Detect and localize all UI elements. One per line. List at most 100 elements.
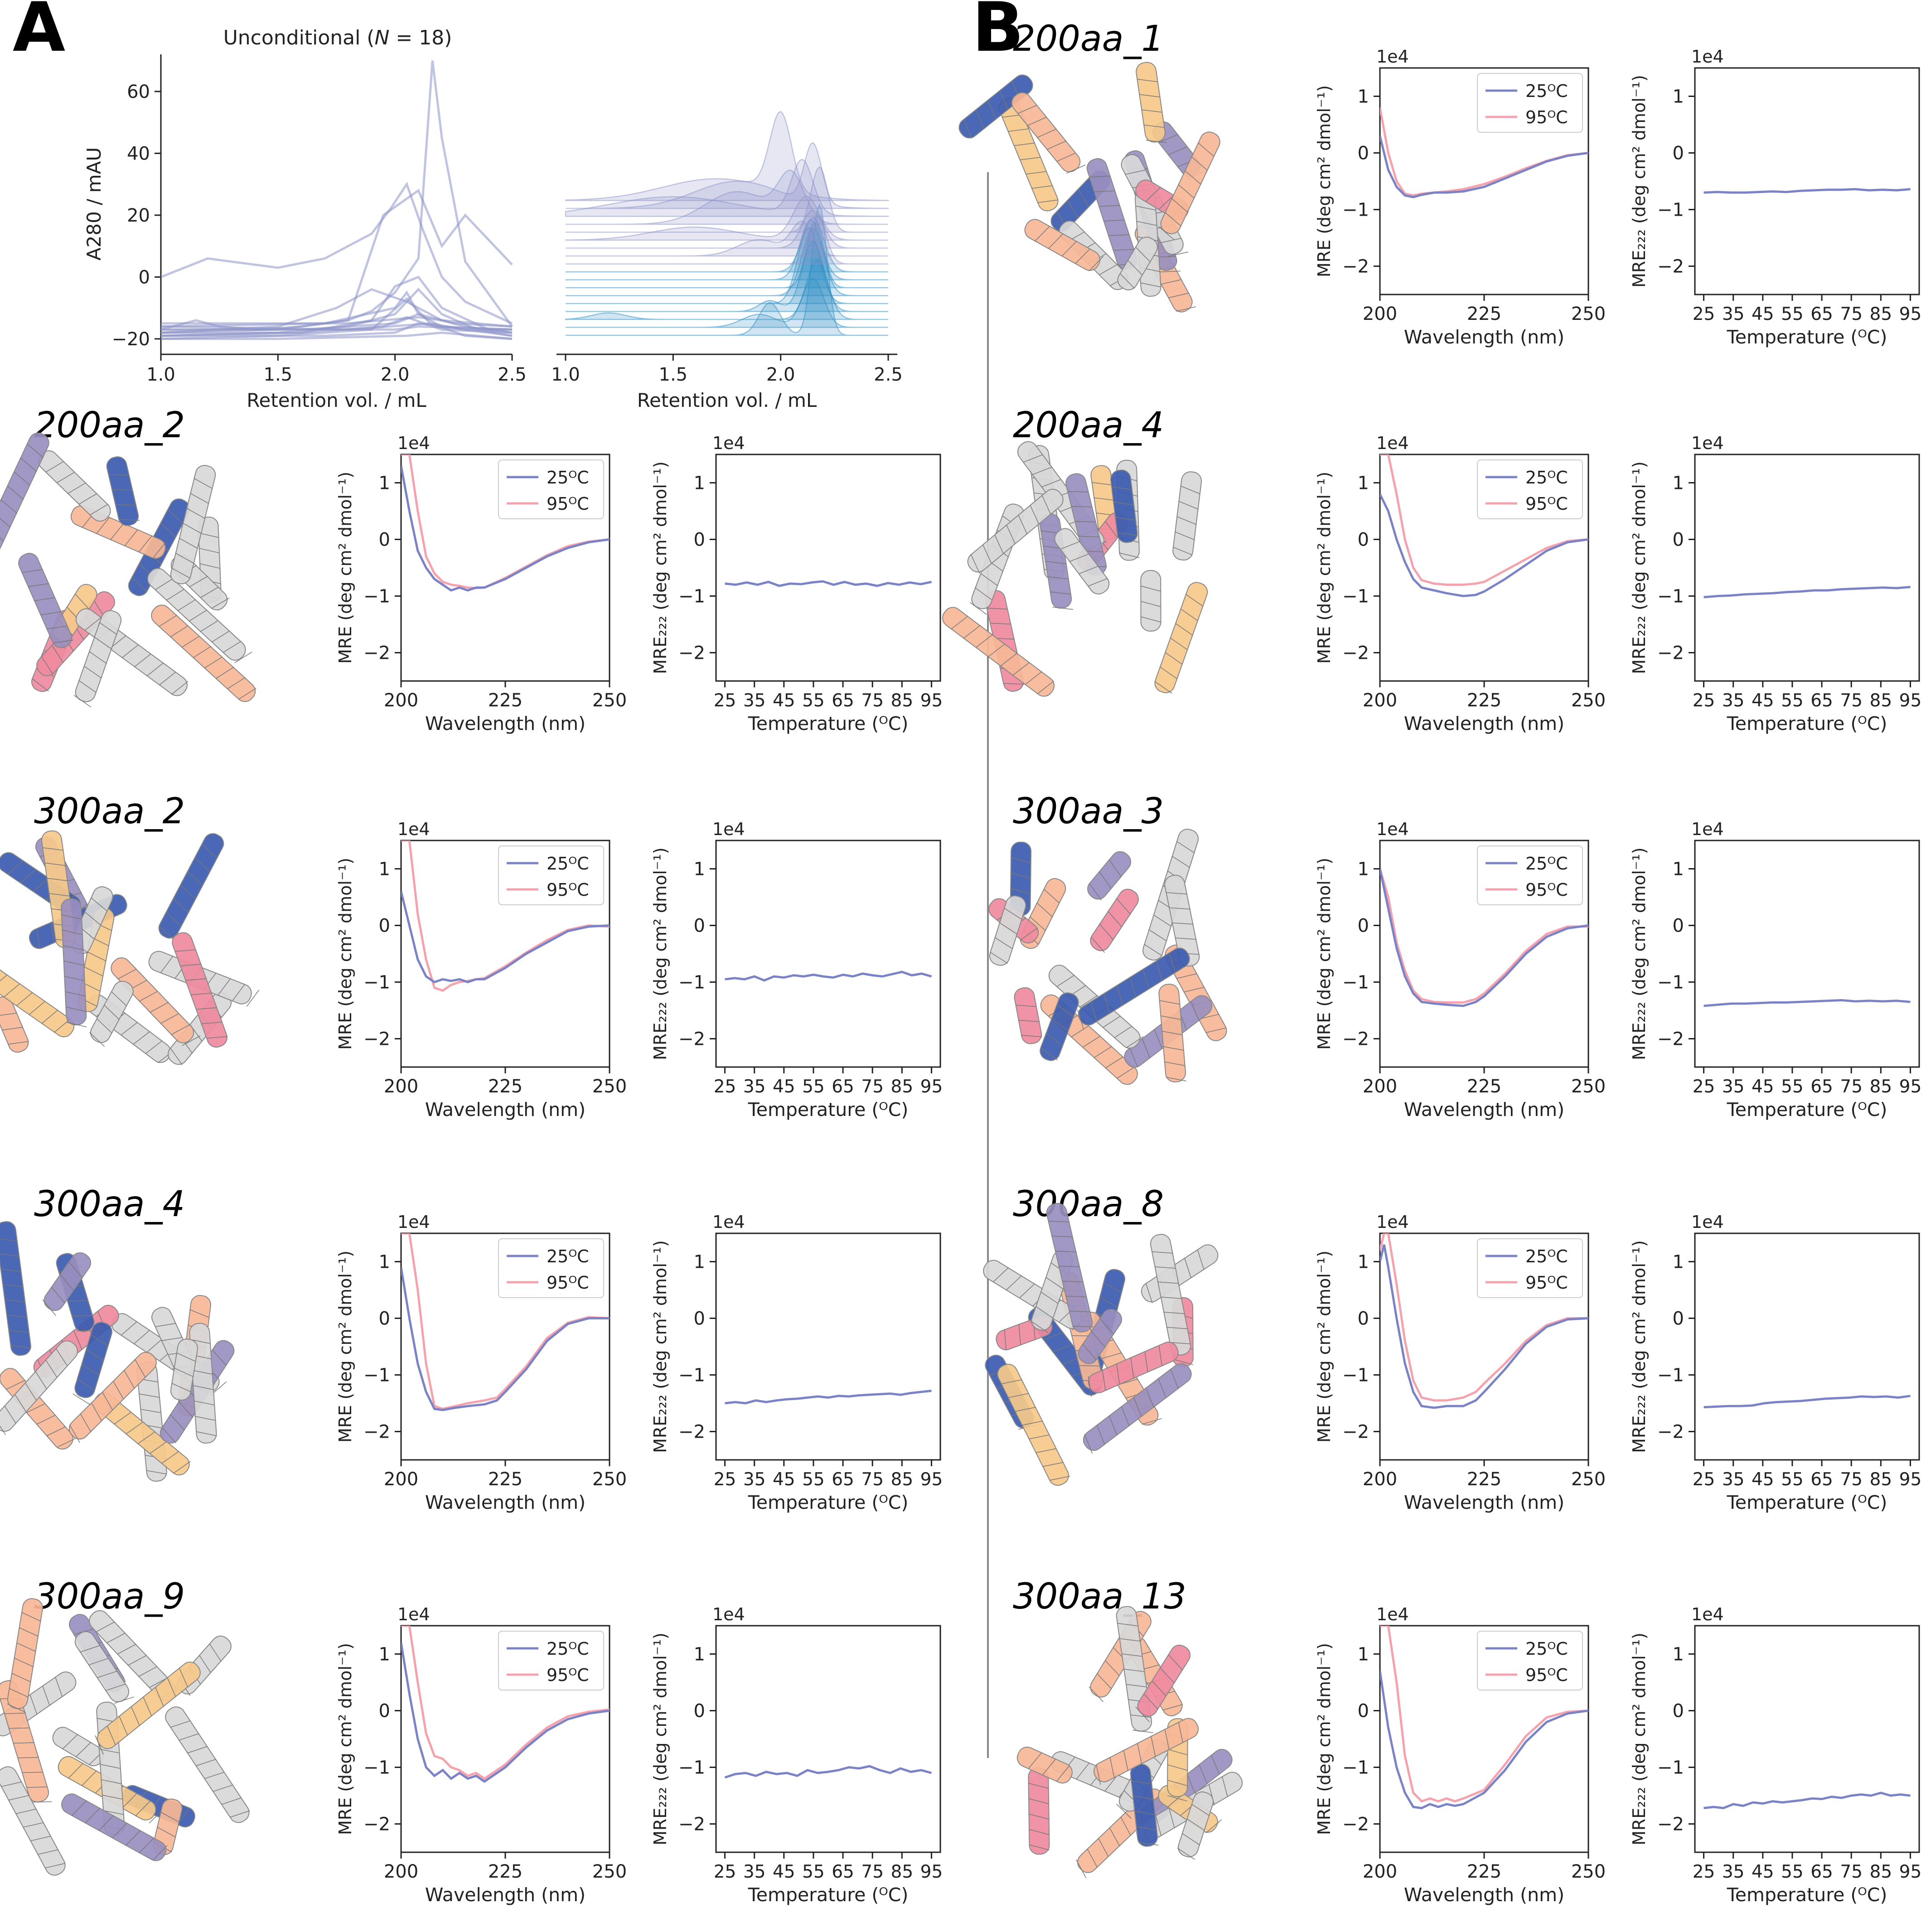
300aa_8-structure-helix-turn [1059,1265,1080,1267]
200aa_1-temp-xtick-label: 75 [1840,304,1863,324]
300aa_9-structure-segment [61,1793,167,1861]
200aa_4-structure-helix-turn [976,634,993,648]
300aa_4-structure-helix-turn [10,1345,31,1349]
300aa_3-structure-helix-turn [1056,975,1074,987]
300aa_4-structure-helix-turn [194,1401,215,1406]
200aa_4-cd-xtick-label: 200 [1363,690,1397,711]
ridge-xtick-label: 1.5 [659,364,688,385]
300aa_4-structure-helix-turn [193,1385,214,1390]
300aa_8-structure-helix-turn [1053,1344,1073,1353]
panel-label-a: A [13,0,65,67]
300aa_13-temp-multiplier: 1e4 [1691,1604,1724,1624]
300aa_13-structure-helix-turn [1186,1818,1205,1831]
300aa_8-structure-helix-turn [1130,1357,1134,1378]
300aa_8-structure-helix-turn [1173,1359,1194,1365]
300aa_4-temp-xtick-label: 35 [743,1469,766,1490]
300aa_9-structure-helix-turn [196,1759,216,1766]
300aa_2-temp-frame [715,840,941,1068]
300aa_3-temp-ytick-label: 1 [1673,859,1684,880]
300aa_3-structure-helix-turn [1021,1035,1042,1038]
200aa_1-structure [958,62,1220,313]
300aa_13-structure-helix-turn [1155,1816,1161,1836]
300aa_3-structure-helix-turn [1159,1000,1180,1005]
200aa_4-structure-helix-turn [1141,616,1161,623]
200aa_1-structure-helix-turn [1017,105,1037,114]
200aa_2-structure-helix-turn [212,631,230,642]
300aa_2-structure-helix-turn [133,1031,150,1045]
200aa_1-structure-helix-turn [1168,251,1189,257]
300aa_8-cd-25-line [1380,1244,1588,1409]
300aa_4-cd-ytick-label: −1 [363,1365,390,1386]
300aa_13-structure-helix-turn [1211,1755,1220,1775]
300aa_8-temp-xtick-label: 25 [1693,1469,1715,1490]
300aa_3-cd-ytick-label: −1 [1342,972,1369,993]
200aa_2-structure-helix-turn [181,636,200,648]
300aa_8-cd-xtick-label: 225 [1467,1469,1501,1490]
200aa_1-structure-helix-turn [987,100,997,120]
300aa_2-structure-helix-turn [104,1005,120,1020]
300aa_9-structure-helix-turn [95,1735,104,1755]
200aa_4-temp-ytick-label: −2 [1657,643,1684,664]
300aa_4-structure-helix-turn [45,1360,58,1378]
300aa_3-structure-helix-turn [1044,889,1060,903]
300aa_9-cd-xtick-label: 250 [592,1861,627,1882]
300aa_4-structure-helix-turn [174,1367,194,1377]
300aa_4-structure-helix-turn [150,1441,167,1454]
300aa_2-structure-helix-turn [91,898,107,912]
200aa_1-structure-helix-turn [1198,142,1215,157]
200aa_4-structure-helix-turn [987,608,1008,610]
300aa_8-structure-helix-turn [1043,1332,1063,1341]
300aa_9-structure-segment [0,1680,49,1803]
300aa_4-structure-helix-turn [90,1334,109,1346]
300aa_9-structure-helix-turn [14,1657,34,1667]
200aa_2-structure-helix-turn [227,677,245,689]
200aa_1-structure-helix-turn [1035,226,1050,242]
300aa_3-temp-xtick-label: 25 [1693,1077,1715,1097]
300aa_13-cd-multiplier: 1e4 [1376,1604,1409,1624]
200aa_2-structure-helix-turn [22,569,43,573]
200aa_1-cd-xtick-label: 250 [1571,304,1606,324]
300aa_13-temp-xtick-label: 45 [1752,1862,1774,1882]
300aa_13-structure-helix-turn [1076,1763,1090,1780]
200aa_1-legend-95: 95ᴼC [1525,107,1568,127]
300aa_3-cd-xtick-label: 200 [1363,1076,1397,1097]
300aa_3-structure-helix-turn [1051,1019,1069,1032]
300aa_2-structure-helix-turn [63,960,84,966]
300aa_3-temp-xtick-label: 75 [1840,1077,1863,1097]
300aa_4-structure-helix-turn [80,1413,91,1432]
300aa_4-structure-helix-turn [0,1417,6,1435]
200aa_4-structure-helix-turn [1075,521,1096,522]
300aa_4-structure-helix-turn [6,1380,25,1390]
300aa_9-cd-ytick-label: 0 [379,1701,390,1722]
300aa_13-structure-helix-turn [1097,1673,1112,1689]
300aa_4-structure-segment [93,1392,190,1476]
200aa_1-temp-xtick-label: 25 [1693,304,1715,324]
300aa_9-structure-helix-turn [4,1713,25,1714]
300aa_3-structure-helix-turn [1018,1019,1040,1022]
200aa_2-title: 200aa_2 [34,405,185,446]
300aa_3-structure-helix-turn [1011,872,1031,879]
300aa_8-structure-helix-turn [1133,1397,1142,1417]
300aa_4-temp-xtick-label: 55 [802,1469,825,1490]
300aa_2-structure-helix-turn [8,1041,29,1045]
200aa_4-structure-helix-turn [971,554,980,574]
300aa_13-structure-helix-turn [1168,1654,1183,1671]
300aa_9-title: 300aa_9 [34,1576,185,1617]
300aa_8-structure-helix-turn [1022,1420,1043,1426]
300aa_4-structure-helix-turn [57,1438,76,1448]
300aa_4-cd-ytick-label: −2 [363,1422,390,1443]
200aa_2-structure-segment [170,465,216,584]
200aa_4-temp-multiplier: 1e4 [1691,433,1724,453]
300aa_13-structure-helix-turn [1191,1804,1210,1816]
200aa_2-structure-helix-turn [199,548,220,554]
200aa_1-structure-helix-turn [1099,264,1118,275]
300aa_8-structure-helix-turn [1040,1291,1059,1304]
300aa_9-structure-helix-turn [100,1764,121,1769]
sec-ytick-label: 0 [139,267,150,288]
200aa_1-structure-helix-turn [1142,109,1162,113]
300aa_3-structure-helix-turn [1016,1005,1036,1007]
200aa_4-structure-helix-turn [1155,681,1172,694]
300aa_13-structure-helix-turn [1205,1819,1222,1834]
sec-y-label: A280 / mAU [83,147,105,261]
300aa_9-structure-segment [0,1766,66,1876]
